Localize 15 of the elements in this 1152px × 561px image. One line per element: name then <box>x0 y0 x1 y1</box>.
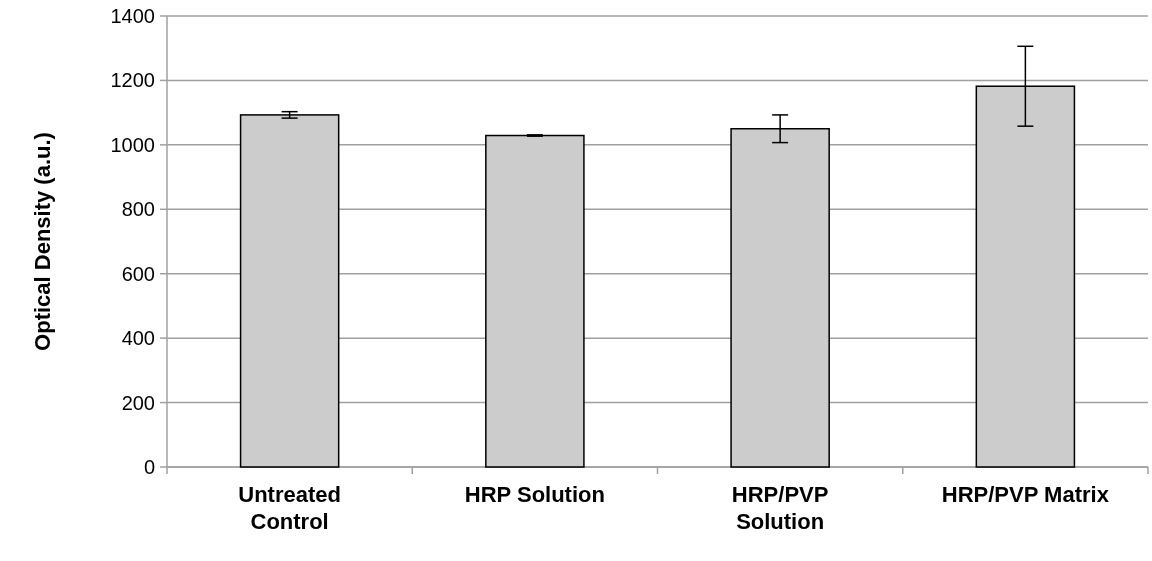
x-tick-label: HRP/PVP Solution <box>731 482 829 534</box>
y-tick-label: 400 <box>121 327 155 350</box>
y-tick-label: 1200 <box>110 69 155 92</box>
bar <box>485 134 585 468</box>
x-tick-label: Untreated Control <box>238 482 341 534</box>
y-tick-label: 200 <box>121 391 155 414</box>
x-tick-label: HRP Solution <box>464 482 605 507</box>
y-tick-label: 800 <box>121 198 155 221</box>
y-tick-label: 600 <box>121 262 155 285</box>
x-tick-label: HRP/PVP Matrix <box>941 482 1110 507</box>
y-axis-title: Optical Density (a.u.) <box>30 132 55 351</box>
y-tick-label: 1400 <box>110 5 155 27</box>
bar <box>239 114 340 468</box>
y-tick-label: 0 <box>143 456 155 478</box>
y-tick-label: 1000 <box>110 133 155 156</box>
